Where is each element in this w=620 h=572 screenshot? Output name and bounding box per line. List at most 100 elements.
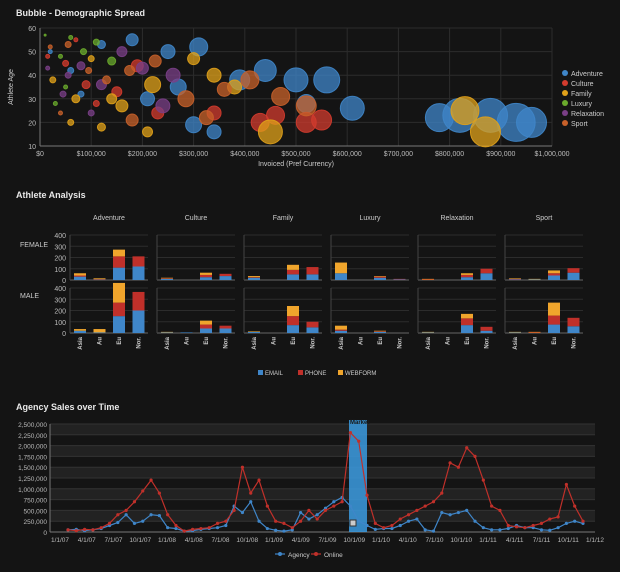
x-tick-label: 7/1/09 [318, 537, 336, 544]
bar-segment [200, 272, 212, 275]
bar-segment [548, 275, 560, 280]
data-point [99, 526, 103, 530]
bar-segment [113, 302, 125, 317]
data-point [257, 519, 261, 523]
bubble-point [144, 76, 162, 94]
x-tick-label: Asia [78, 336, 84, 349]
data-point [564, 482, 568, 487]
data-point [74, 529, 78, 533]
data-point [282, 529, 286, 533]
legend-label: Luxury [571, 101, 593, 108]
legend-label: EMAIL [265, 371, 284, 377]
data-point [357, 439, 361, 443]
x-tick-label: Nor. [224, 337, 230, 349]
bar-segment [93, 279, 106, 280]
bubble-point [92, 100, 100, 108]
bar-segment [200, 277, 212, 280]
bar-segment [93, 329, 106, 333]
x-tick-label: 10/1/07 [129, 537, 151, 544]
bubble-point [450, 96, 480, 126]
column-header: Relaxation [440, 215, 473, 222]
bubble-chart: 10 20 30 40 50 60 $0 $100,000 $200,000 $300,000 $4… [8, 26, 604, 168]
data-point [149, 478, 153, 482]
y-tick-label: 0 [62, 278, 66, 285]
data-point [107, 521, 112, 525]
data-point [215, 526, 220, 530]
data-point [390, 526, 394, 531]
x-tick-label: $1,000,000 [534, 151, 569, 158]
legend-swatch [258, 370, 263, 375]
data-point [556, 526, 560, 530]
x-tick-label: Au [533, 337, 539, 345]
y-tick-label: 750,000 [24, 498, 48, 505]
bar-segment [93, 332, 106, 333]
bar-segment [509, 278, 521, 280]
grid-band [50, 445, 595, 457]
data-point [232, 508, 236, 512]
data-point [199, 526, 203, 531]
x-tick-label: Au [185, 337, 191, 345]
bubble-point [85, 66, 93, 74]
bubble-point [142, 126, 154, 138]
data-point [365, 493, 369, 497]
y-tick-label: 300 [54, 297, 66, 304]
bubble-point [295, 95, 317, 117]
bubble-point [165, 67, 181, 83]
bar-segment [132, 310, 145, 333]
data-point [182, 529, 186, 533]
data-point [539, 521, 544, 525]
data-point [365, 523, 369, 528]
data-point [348, 504, 353, 508]
data-point [149, 513, 153, 517]
data-point [132, 500, 137, 504]
grid-band [50, 488, 595, 500]
legend-label: PHONE [305, 371, 326, 377]
x-tick-label: Nor. [572, 337, 578, 349]
bar-segment [567, 326, 580, 333]
bar-segment [132, 291, 145, 311]
bar-segment [180, 332, 193, 333]
x-tick-label: Asia [513, 336, 519, 349]
bar-segment [461, 274, 473, 278]
bar-segment [548, 270, 560, 274]
bubble-point [62, 59, 70, 67]
bubble-point [59, 90, 67, 98]
bar-segment [461, 313, 473, 319]
x-tick-label: Nor. [485, 337, 491, 349]
y-tick-label: 250,000 [24, 519, 48, 526]
x-tick-label: Au [272, 337, 278, 345]
bar-segment [248, 277, 260, 280]
bar-segment [306, 267, 319, 275]
x-tick-label: 4/1/08 [185, 537, 203, 544]
data-point [274, 528, 278, 532]
bar-segment [74, 275, 86, 277]
data-point [240, 510, 245, 515]
athlete-analysis-chart: Adventure Culture Family Luxury Relaxation Sp… [20, 215, 583, 377]
data-point [83, 527, 87, 532]
x-tick-label: 10/1/11 [558, 537, 580, 544]
y-tick-label: 1,500,000 [18, 465, 47, 472]
bar-segment [113, 267, 125, 280]
data-point [332, 504, 336, 508]
bubble-point [92, 38, 100, 46]
data-point [174, 526, 178, 531]
bar-segment [219, 325, 232, 329]
bar-segment [567, 317, 580, 327]
bar-segment [287, 316, 299, 326]
bar-segment [287, 264, 299, 270]
y-tick-label: 100 [54, 267, 66, 274]
data-point [506, 526, 510, 531]
bar-segment [509, 279, 521, 280]
bubble-point [87, 55, 95, 63]
legend-label: Agency [288, 552, 310, 559]
x-tick-label: $300,000 [179, 151, 208, 158]
data-point [448, 513, 452, 517]
bubble-point [148, 54, 162, 68]
bubble-point [124, 64, 136, 76]
data-point [440, 510, 444, 515]
bar-segment [93, 278, 106, 280]
data-point [215, 521, 220, 525]
data-point [539, 528, 544, 532]
legend-swatch [562, 90, 568, 96]
bar-segment [480, 268, 493, 274]
